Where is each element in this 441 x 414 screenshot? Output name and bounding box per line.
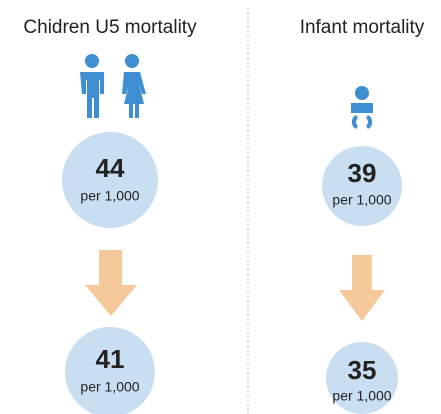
value: 39: [348, 158, 377, 188]
down-arrow: [85, 250, 137, 316]
column-title: Infant mortality: [300, 17, 425, 38]
value-bubble: [322, 146, 402, 226]
children-icon: [80, 54, 146, 118]
value-bubble: [326, 342, 398, 414]
value: 44: [96, 153, 125, 183]
value: 35: [348, 355, 377, 385]
column-title: Chidren U5 mortality: [23, 17, 197, 38]
value: 41: [96, 344, 125, 374]
unit: per 1,000: [80, 188, 139, 204]
value-bubble: [65, 327, 155, 414]
infant-icon: [351, 86, 373, 129]
unit: per 1,000: [80, 379, 139, 395]
value-bubble: [62, 132, 158, 228]
unit: per 1,000: [332, 192, 391, 208]
down-arrow: [339, 255, 385, 321]
unit: per 1,000: [332, 388, 391, 404]
